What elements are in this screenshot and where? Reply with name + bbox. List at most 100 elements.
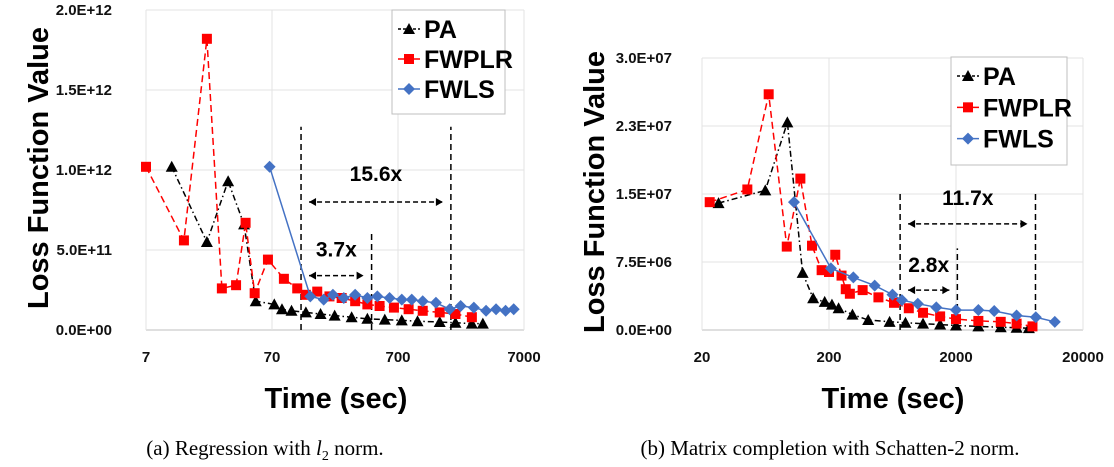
square-marker <box>278 273 289 284</box>
square-marker <box>781 241 792 252</box>
triangle-marker <box>962 70 974 81</box>
legend-label: FWLS <box>983 126 1054 154</box>
triangle-marker <box>818 295 831 307</box>
square-marker <box>262 254 273 265</box>
diamond-marker <box>317 293 330 306</box>
y-tick-label: 1.0E+12 <box>56 162 112 179</box>
diamond-marker <box>886 288 899 301</box>
series-fwls <box>787 196 1061 328</box>
triangle-marker <box>759 184 772 196</box>
square-marker <box>141 161 151 172</box>
triangle-marker <box>899 316 912 328</box>
chart-a-caption: (a) Regression with l2 norm. <box>146 436 383 464</box>
triangle-marker <box>268 298 281 310</box>
triangle-marker <box>200 236 213 247</box>
square-marker <box>995 316 1006 327</box>
triangle-marker <box>345 311 358 323</box>
y-tick-label: 1.5E+12 <box>56 82 112 99</box>
square-marker <box>844 288 855 299</box>
triangle-marker <box>328 309 341 321</box>
triangle-marker <box>465 317 478 329</box>
square-marker <box>417 305 428 316</box>
caption-a-post: norm. <box>329 436 384 460</box>
series-fwls <box>263 160 520 317</box>
triangle-marker <box>476 317 489 329</box>
legend-item: FWLS <box>957 126 1054 154</box>
chart-b-caption: (b) Matrix completion with Schatten-2 no… <box>640 436 1019 460</box>
annotation-label: 3.7x <box>316 238 357 261</box>
square-marker <box>807 240 818 251</box>
legend-label: FWLS <box>424 76 495 104</box>
legend-item: FWLS <box>398 76 495 104</box>
diamond-marker <box>847 271 860 284</box>
square-marker <box>857 285 868 296</box>
square-marker <box>374 301 385 311</box>
triangle-marker <box>395 314 408 326</box>
diamond-marker <box>787 196 800 209</box>
diamond-marker <box>480 304 493 317</box>
triangle-marker <box>165 160 178 172</box>
triangle-marker <box>411 315 424 327</box>
diamond-marker <box>337 292 350 304</box>
caption-a-var: l <box>316 436 322 460</box>
triangle-marker <box>275 303 288 315</box>
square-marker <box>404 54 414 64</box>
x-tick-label: 700 <box>385 349 410 366</box>
legend-label: FWPLR <box>424 46 513 74</box>
diamond-marker <box>962 132 974 145</box>
diamond-marker <box>911 297 924 310</box>
series-line <box>268 166 514 312</box>
triangle-marker <box>934 318 947 330</box>
diamond-marker <box>349 288 362 301</box>
legend-item: PA <box>398 16 457 44</box>
chart-b-ylabel: Loss Function Value <box>579 51 611 333</box>
diamond-marker <box>454 300 467 312</box>
chart-a-xlabel: Time (sec) <box>265 383 408 415</box>
triangle-marker <box>917 317 930 329</box>
x-tick-label: 200 <box>816 349 841 366</box>
square-marker <box>240 217 251 228</box>
diamond-marker <box>326 288 339 301</box>
annotation-label: 2.8x <box>908 254 949 277</box>
triangle-marker <box>781 116 794 128</box>
diamond-marker <box>383 292 396 304</box>
diamond-marker <box>868 279 881 292</box>
diamond-marker <box>443 303 456 316</box>
x-tick-label: 7 <box>142 349 150 366</box>
triangle-marker <box>862 314 875 326</box>
chart-a-ylabel: Loss Function Value <box>23 27 55 309</box>
diamond-marker <box>263 160 276 173</box>
diamond-marker <box>429 296 442 309</box>
triangle-marker <box>222 175 235 187</box>
triangle-marker <box>712 197 725 209</box>
y-tick-label: 2.0E+12 <box>56 2 112 19</box>
triangle-marker <box>285 304 298 316</box>
triangle-marker <box>832 302 845 314</box>
x-tick-label: 2000 <box>939 349 972 366</box>
square-marker <box>231 280 242 291</box>
series-pa <box>165 160 489 329</box>
triangle-marker <box>449 316 462 328</box>
square-marker <box>201 33 212 44</box>
square-marker <box>403 304 414 315</box>
triangle-marker <box>433 316 446 327</box>
x-tick-label: 20000 <box>1062 349 1104 366</box>
diamond-marker <box>1010 309 1023 322</box>
x-tick-label: 7000 <box>507 349 540 366</box>
diamond-marker <box>824 262 837 275</box>
diamond-marker <box>507 303 520 316</box>
square-marker <box>873 292 884 303</box>
caption-a-sub: 2 <box>322 449 329 464</box>
square-marker <box>903 303 914 314</box>
triangle-marker <box>950 319 962 331</box>
triangle-marker <box>796 266 809 278</box>
square-marker <box>178 235 189 246</box>
legend-item: FWPLR <box>957 94 1072 122</box>
chart-b-xlabel: Time (sec) <box>822 383 965 415</box>
diamond-marker <box>972 304 985 317</box>
y-tick-label: 0.0E+00 <box>56 322 112 339</box>
square-marker <box>963 102 973 113</box>
diamond-marker <box>490 303 503 316</box>
x-tick-label: 70 <box>264 349 281 366</box>
